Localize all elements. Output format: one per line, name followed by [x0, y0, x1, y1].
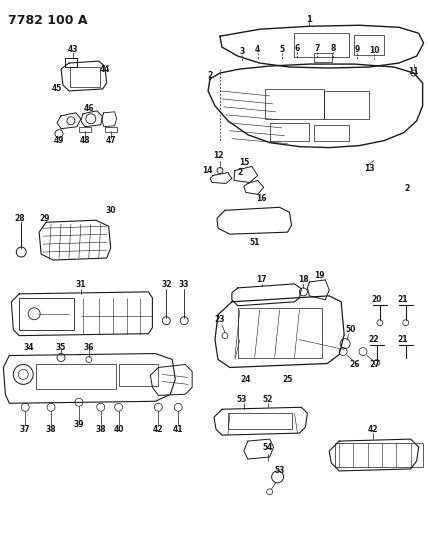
Text: 21: 21	[398, 295, 408, 304]
Text: 26: 26	[350, 360, 360, 369]
Text: 15: 15	[240, 158, 250, 167]
Bar	[79, 127, 91, 132]
Bar	[238, 308, 322, 358]
Text: 5: 5	[279, 45, 284, 54]
Text: 43: 43	[68, 45, 78, 54]
Bar	[335, 443, 422, 467]
Text: 2: 2	[404, 184, 409, 193]
Text: 1: 1	[306, 15, 312, 24]
Text: 36: 36	[83, 343, 94, 352]
Text: 3: 3	[239, 46, 244, 55]
Text: 37: 37	[20, 425, 30, 434]
Text: 6: 6	[295, 44, 300, 53]
Bar	[105, 127, 117, 132]
Bar	[314, 53, 332, 62]
Text: 49: 49	[54, 136, 64, 145]
Text: 7: 7	[315, 44, 320, 53]
Text: 48: 48	[80, 136, 90, 145]
Text: 45: 45	[52, 84, 62, 93]
Text: 51: 51	[250, 238, 260, 247]
Text: 19: 19	[314, 271, 324, 280]
Bar	[119, 365, 158, 386]
Text: 14: 14	[202, 166, 212, 175]
Text: 32: 32	[161, 280, 172, 289]
Text: 28: 28	[14, 214, 24, 223]
Text: 50: 50	[346, 325, 356, 334]
Bar	[314, 125, 349, 141]
Bar	[70, 67, 100, 87]
Bar	[228, 413, 292, 429]
Text: 44: 44	[99, 64, 110, 74]
Text: 38: 38	[95, 425, 106, 434]
Text: 10: 10	[369, 46, 379, 55]
Text: 47: 47	[105, 136, 116, 145]
Text: 42: 42	[368, 425, 378, 434]
Text: 22: 22	[369, 335, 379, 344]
Text: 11: 11	[408, 67, 419, 76]
Text: 35: 35	[56, 343, 66, 352]
Text: 42: 42	[153, 425, 163, 434]
Text: 21: 21	[398, 335, 408, 344]
Bar	[19, 298, 74, 330]
Text: 46: 46	[83, 104, 94, 114]
Text: 2: 2	[237, 168, 242, 177]
Text: 24: 24	[241, 375, 251, 384]
Text: 7782 100 A: 7782 100 A	[8, 14, 88, 27]
Text: 4: 4	[255, 45, 260, 54]
Bar	[36, 365, 116, 389]
Text: 30: 30	[105, 206, 116, 215]
Bar	[270, 123, 309, 141]
Text: 18: 18	[298, 276, 309, 285]
Text: 39: 39	[74, 419, 84, 429]
Text: 52: 52	[262, 395, 273, 404]
Text: 40: 40	[113, 425, 124, 434]
Text: 13: 13	[364, 164, 374, 173]
Bar	[324, 91, 369, 119]
Text: 12: 12	[213, 151, 223, 160]
Text: 27: 27	[370, 360, 380, 369]
Text: 31: 31	[76, 280, 86, 289]
Text: 34: 34	[24, 343, 35, 352]
Text: 16: 16	[256, 194, 267, 203]
Text: 41: 41	[173, 425, 184, 434]
Text: 20: 20	[372, 295, 382, 304]
Bar	[294, 33, 349, 57]
Text: 9: 9	[354, 45, 360, 54]
Bar	[354, 35, 384, 55]
Text: 8: 8	[330, 44, 336, 53]
Text: 2: 2	[208, 71, 213, 80]
Bar	[65, 58, 77, 67]
Text: 29: 29	[40, 214, 51, 223]
Text: 17: 17	[256, 276, 267, 285]
Text: 25: 25	[282, 375, 293, 384]
Text: 53: 53	[237, 395, 247, 404]
Text: 53: 53	[274, 466, 285, 475]
Bar	[265, 89, 324, 119]
Text: 33: 33	[179, 280, 190, 289]
Text: 23: 23	[215, 315, 225, 324]
Text: 38: 38	[46, 425, 56, 434]
Text: 54: 54	[262, 442, 273, 451]
